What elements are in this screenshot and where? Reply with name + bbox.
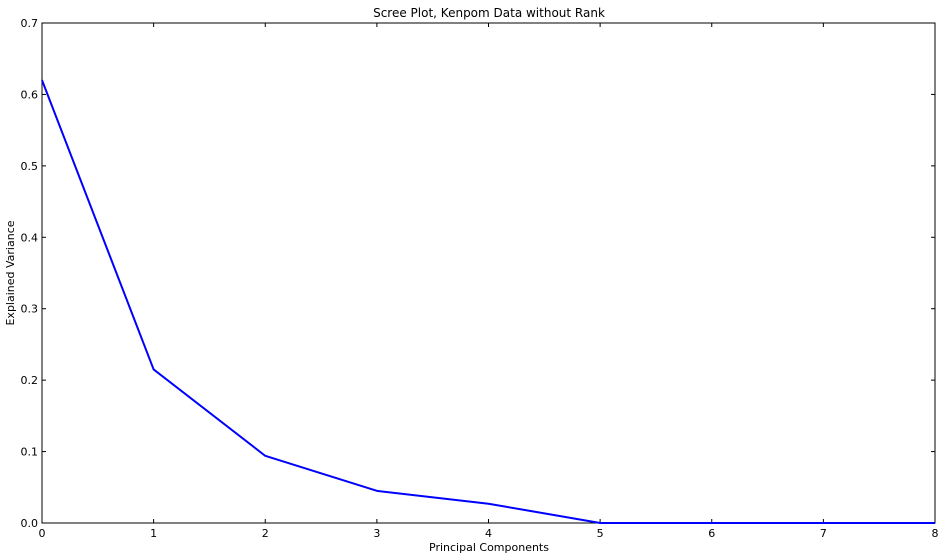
y-tick-label: 0.0 <box>21 517 39 530</box>
x-tick-label: 4 <box>485 527 492 540</box>
x-tick-label: 5 <box>597 527 604 540</box>
y-tick-label: 0.1 <box>21 446 39 459</box>
chart-title: Scree Plot, Kenpom Data without Rank <box>373 6 605 20</box>
y-axis-label: Explained Variance <box>4 220 17 325</box>
x-axis: 0 1 2 3 4 5 6 7 8 <box>39 23 939 540</box>
y-tick-label: 0.7 <box>21 17 39 30</box>
plot-area <box>41 22 936 524</box>
y-axis: 0.0 0.1 0.2 0.3 0.4 0.5 0.6 0.7 <box>21 17 935 530</box>
x-tick-label: 3 <box>373 527 380 540</box>
plot-frame <box>41 22 936 524</box>
x-tick-label: 7 <box>820 527 827 540</box>
x-tick-label: 2 <box>262 527 269 540</box>
x-tick-label: 1 <box>150 527 157 540</box>
x-tick-label: 6 <box>708 527 715 540</box>
y-tick-label: 0.4 <box>21 231 39 244</box>
y-tick-label: 0.3 <box>21 303 39 316</box>
series-line <box>41 79 935 524</box>
y-tick-label: 0.5 <box>21 160 39 173</box>
x-axis-label: Principal Components <box>429 541 549 554</box>
x-tick-label: 8 <box>932 527 939 540</box>
series-layer <box>41 79 935 524</box>
y-tick-label: 0.6 <box>21 88 39 101</box>
y-tick-label: 0.2 <box>21 374 39 387</box>
x-tick-label: 0 <box>39 527 46 540</box>
